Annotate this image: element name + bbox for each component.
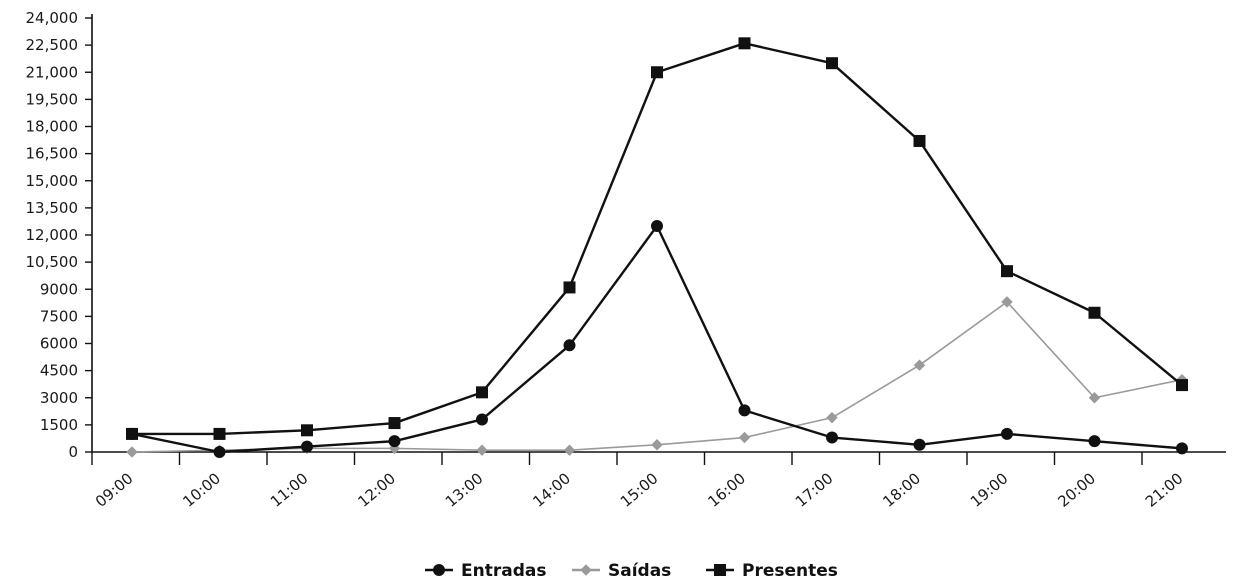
data-point-saidas	[1088, 392, 1101, 404]
data-point-entradas	[126, 427, 138, 440]
data-point-presentes	[651, 66, 663, 79]
y-tick-label: 22,500	[26, 36, 79, 54]
x-tick-label: 21:00	[1142, 469, 1187, 511]
y-tick-label: 1500	[40, 416, 78, 434]
legend-item-saidas: Saídas	[572, 561, 671, 581]
y-tick-label: 6000	[40, 335, 78, 353]
data-point-presentes	[1088, 306, 1101, 319]
x-tick-label: 13:00	[442, 469, 487, 511]
data-point-saidas	[476, 444, 488, 456]
data-point-presentes	[738, 37, 751, 50]
x-tick-label: 10:00	[179, 469, 224, 511]
data-point-entradas	[476, 413, 488, 426]
legend-item-presentes: Presentes	[706, 561, 838, 581]
y-tick-label: 21,000	[26, 63, 79, 81]
data-point-saidas	[126, 446, 138, 458]
data-point-presentes	[1176, 379, 1188, 392]
legend-item-entradas: Entradas	[425, 561, 546, 581]
data-point-entradas	[213, 446, 226, 458]
legend-swatch-marker	[714, 564, 726, 576]
data-point-entradas	[563, 339, 576, 352]
y-tick-label: 19,500	[26, 90, 79, 108]
y-tick-label: 24,000	[26, 9, 79, 27]
data-point-entradas	[826, 431, 838, 444]
data-point-presentes	[388, 417, 401, 430]
data-point-saidas	[913, 359, 926, 371]
data-point-entradas	[738, 404, 751, 417]
series-line-saidas	[131, 301, 1183, 453]
legend: Entradas Saídas Presentes	[425, 561, 838, 581]
y-tick-label: 4500	[40, 362, 78, 380]
data-point-entradas	[388, 435, 401, 448]
series-entradas	[126, 219, 1188, 458]
y-tick-label: 9000	[40, 280, 78, 298]
y-tick-label: 15,000	[26, 172, 79, 190]
y-tick-label: 18,000	[26, 118, 79, 136]
x-tick-label: 18:00	[879, 469, 924, 511]
legend-swatch-marker	[433, 564, 445, 576]
x-tick-label: 09:00	[92, 469, 137, 511]
y-tick-label: 12,000	[26, 226, 79, 244]
data-point-entradas	[913, 438, 926, 451]
data-point-presentes	[913, 134, 926, 147]
x-tick-label: 17:00	[792, 469, 837, 511]
legend-label: Presentes	[742, 561, 838, 581]
data-point-presentes	[476, 386, 488, 399]
y-tick-label: 10,500	[26, 253, 79, 271]
data-point-presentes	[826, 57, 838, 70]
y-tick-label: 7500	[40, 307, 78, 325]
series-layer	[126, 37, 1188, 458]
x-tick-label: 20:00	[1054, 469, 1099, 511]
x-tick-label: 19:00	[967, 469, 1012, 511]
data-point-saidas	[738, 431, 751, 444]
y-tick-label: 16,500	[26, 145, 79, 163]
x-axis: 09:00 10:00 11:00 12:00 13:00 14:00 15:00 16:00…	[91, 451, 1226, 511]
legend-label: Saídas	[608, 561, 671, 581]
data-point-saidas	[826, 411, 838, 424]
data-point-entradas	[651, 219, 663, 232]
series-saidas	[126, 296, 1188, 458]
series-line-presentes	[132, 42, 1183, 436]
data-point-entradas	[301, 440, 313, 453]
data-point-saidas	[651, 439, 663, 451]
y-axis: 0 1500 3000 4500 6000 7500 9000 10,500 12,000 13,…	[26, 9, 93, 461]
legend-label: Entradas	[461, 561, 546, 581]
data-point-saidas	[1001, 296, 1013, 308]
y-tick-label: 0	[68, 443, 78, 461]
x-tick-label: 14:00	[529, 469, 574, 511]
data-point-presentes	[563, 281, 576, 294]
x-tick-label: 15:00	[617, 469, 662, 511]
x-tick-label: 12:00	[354, 469, 399, 511]
y-tick-label: 13,500	[26, 199, 79, 217]
x-tick-label: 16:00	[704, 469, 749, 511]
series-line-entradas	[131, 224, 1183, 454]
data-point-presentes	[213, 427, 226, 440]
data-point-entradas	[1088, 435, 1101, 448]
series-presentes	[126, 37, 1188, 440]
data-point-presentes	[301, 424, 313, 437]
data-point-presentes	[1001, 265, 1013, 278]
data-point-entradas	[1176, 442, 1188, 455]
data-point-entradas	[1001, 427, 1013, 440]
x-tick-label: 11:00	[267, 469, 312, 511]
y-tick-label: 3000	[40, 389, 78, 407]
data-point-saidas	[563, 444, 576, 456]
legend-swatch-marker	[580, 564, 592, 576]
